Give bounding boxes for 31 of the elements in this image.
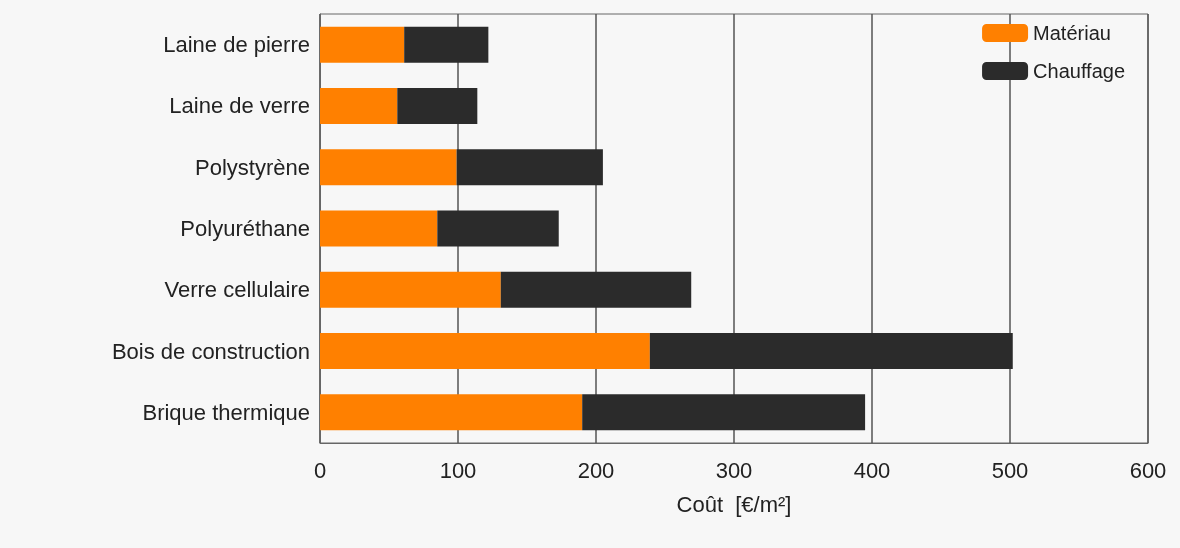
bar <box>320 210 438 247</box>
bar <box>582 394 866 431</box>
x-tick-label: 500 <box>991 457 1029 483</box>
y-tick-label: Polystyrène <box>195 154 310 180</box>
x-tick-label: 600 <box>1129 457 1167 483</box>
bar <box>320 26 405 63</box>
bar <box>437 210 559 247</box>
bar <box>397 87 478 124</box>
bar <box>320 149 457 186</box>
x-tick-label: 100 <box>439 457 477 483</box>
y-tick-label: Verre cellulaire <box>164 277 310 303</box>
bar <box>320 87 398 124</box>
x-tick-label: 300 <box>715 457 753 483</box>
x-axis-title: Coût [€/m²] <box>676 491 792 517</box>
x-tick-label: 200 <box>577 457 615 483</box>
legend-label: Matériau <box>1033 22 1111 44</box>
y-tick-label: Brique thermique <box>142 399 310 425</box>
bar <box>649 333 1013 370</box>
y-tick-label: Laine de verre <box>169 93 310 119</box>
legend-label: Chauffage <box>1033 60 1125 82</box>
bar <box>320 333 650 370</box>
x-tick-label: 400 <box>853 457 891 483</box>
x-tick-label: 0 <box>313 457 327 483</box>
bar <box>456 149 603 186</box>
bar <box>500 271 692 308</box>
bar <box>320 394 583 431</box>
y-tick-label: Bois de construction <box>111 338 310 364</box>
y-tick-label: Laine de pierre <box>163 32 310 58</box>
bar <box>404 26 489 63</box>
bar <box>320 271 501 308</box>
y-tick-label: Polyuréthane <box>180 216 310 241</box>
